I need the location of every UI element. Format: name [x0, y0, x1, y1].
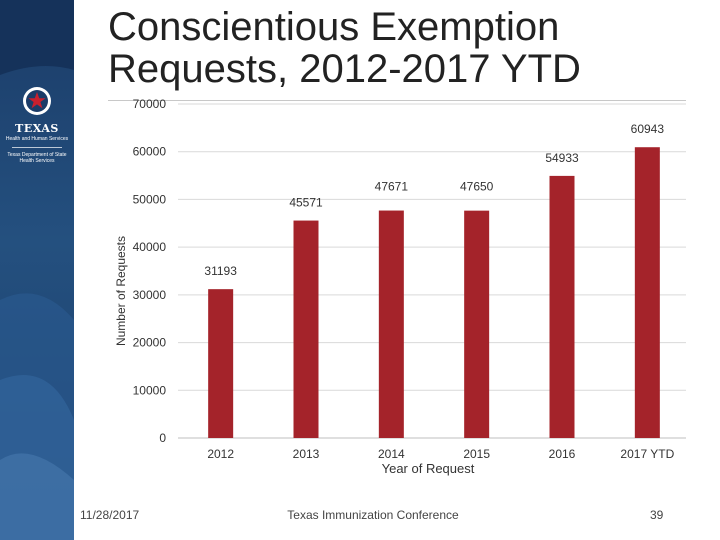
- footer-date: 11/28/2017: [80, 508, 140, 522]
- data-label: 54933: [545, 151, 579, 165]
- x-tick-label: 2017 YTD: [620, 447, 674, 461]
- y-tick-label: 0: [159, 431, 166, 445]
- bar: [549, 175, 575, 438]
- x-tick-label: 2016: [549, 447, 576, 461]
- y-axis-title: Number of Requests: [114, 236, 128, 346]
- page-title-line2: Requests, 2012-2017 YTD: [108, 47, 581, 91]
- texas-star-seal-icon: [23, 87, 51, 115]
- data-label: 45571: [289, 196, 323, 210]
- title-underline: [108, 100, 686, 101]
- data-label: 31193: [204, 264, 237, 278]
- page-number: 39: [650, 508, 664, 522]
- x-tick-label: 2015: [463, 447, 490, 461]
- logo-name: TEXAS: [15, 122, 59, 135]
- y-tick-label: 20000: [133, 336, 167, 350]
- page-title-line1: Conscientious Exemption: [108, 5, 560, 49]
- bar: [464, 210, 490, 438]
- x-tick-label: 2012: [207, 447, 234, 461]
- page-title: Conscientious Exemption Requests, 2012-2…: [108, 6, 708, 90]
- y-tick-label: 10000: [133, 383, 167, 397]
- x-axis-title: Year of Request: [382, 461, 475, 476]
- footer-conference: Texas Immunization Conference: [287, 508, 459, 522]
- logo-subtitle-2-line2: Health Services: [19, 158, 55, 164]
- y-tick-label: 50000: [133, 192, 167, 206]
- logo-divider: [12, 147, 62, 148]
- y-tick-label: 40000: [133, 240, 167, 254]
- sidebar-decoration: TEXAS Health and Human Services Texas De…: [0, 0, 74, 540]
- bar: [634, 147, 660, 438]
- x-tick-label: 2013: [293, 447, 320, 461]
- y-tick-label: 70000: [133, 97, 167, 111]
- bar: [378, 210, 404, 438]
- logo-subtitle: Health and Human Services: [5, 136, 69, 142]
- y-tick-label: 60000: [133, 145, 167, 159]
- logo-subtitle-2: Texas Department of State Health Service…: [0, 152, 74, 164]
- data-label: 60943: [631, 122, 665, 136]
- data-label: 47650: [460, 180, 494, 194]
- y-tick-label: 30000: [133, 288, 167, 302]
- logo-subtitle-2-line1: Texas Department of State: [7, 152, 67, 158]
- bar: [293, 220, 319, 438]
- texas-logo: TEXAS Health and Human Services Texas De…: [0, 82, 74, 192]
- x-tick-label: 2014: [378, 447, 405, 461]
- bar: [208, 289, 234, 438]
- data-label: 47671: [375, 180, 409, 194]
